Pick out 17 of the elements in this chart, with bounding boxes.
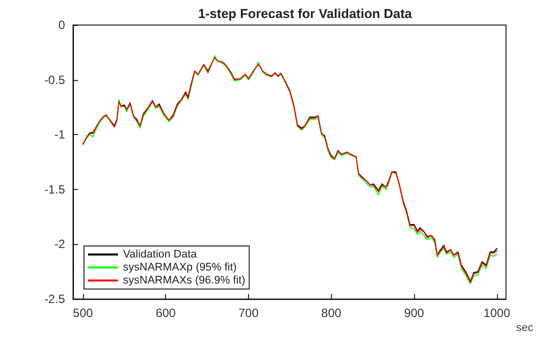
x-tick-label: 500 [72,306,94,320]
x-tick-label: 1000 [484,306,511,320]
x-tick-label: 900 [404,306,424,320]
chart-title: 1-step Forecast for Validation Data [198,6,413,21]
y-tick-label: -1 [54,128,66,142]
legend-label: Validation Data [123,248,198,260]
x-tick-label: 600 [156,306,176,320]
y-tick-label: 0 [58,18,66,32]
y-tick-label: -2 [54,237,66,252]
x-axis-title: sec [516,322,534,334]
y-tick-label: -0.5 [44,72,66,87]
y-tick-label: -1.5 [44,182,66,196]
legend-label: sysNARMAXs (96.9% fit) [123,274,246,286]
x-tick-label: 700 [238,306,259,320]
y-tick-label: -2.5 [44,292,66,306]
x-tick-label: 800 [321,306,342,320]
legend-label: sysNARMAXp (95% fit) [123,262,237,274]
